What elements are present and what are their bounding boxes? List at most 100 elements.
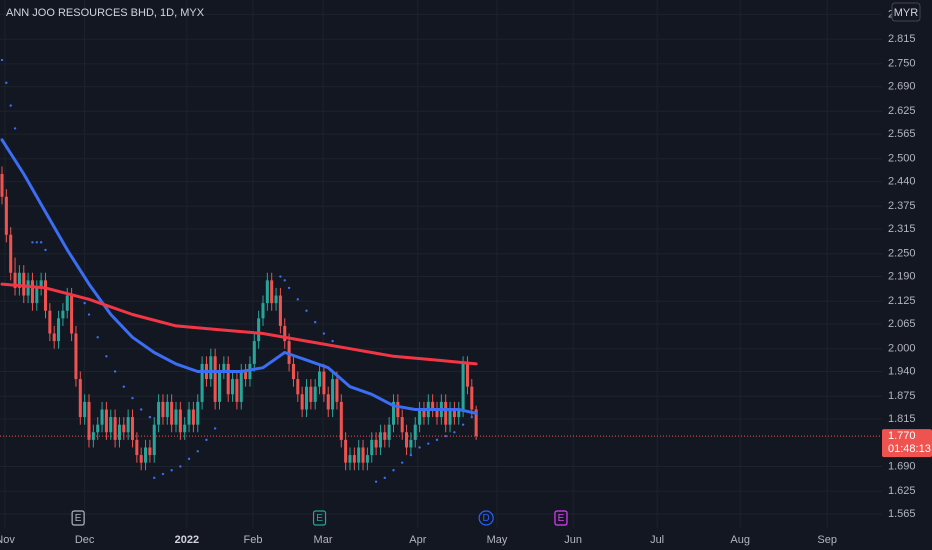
sar-dot — [87, 313, 91, 316]
candle-body — [30, 280, 34, 304]
y-tick-label: 1.625 — [888, 485, 916, 497]
candle-body — [213, 356, 217, 402]
candle-body — [418, 409, 422, 425]
sar-dot — [131, 396, 134, 400]
candle-body — [139, 455, 143, 463]
sar-dot — [31, 241, 34, 244]
sar-dot — [122, 385, 126, 388]
price-label: 1.770 — [888, 430, 916, 442]
candle-body — [126, 417, 130, 433]
candle-body — [104, 409, 108, 433]
candle-body — [391, 401, 396, 425]
candle-body — [422, 409, 426, 418]
sar-dot — [105, 355, 108, 358]
candle-body — [17, 272, 21, 288]
y-tick-label: 1.815 — [888, 413, 916, 425]
candle-body — [187, 409, 191, 425]
candle-body — [109, 417, 113, 433]
candle-body — [326, 394, 330, 410]
sar-dot — [44, 248, 47, 252]
x-tick-label: Mar — [314, 534, 333, 546]
price-label-box — [882, 429, 932, 458]
y-tick-label: 2.125 — [888, 295, 916, 307]
sar-dot — [331, 339, 334, 343]
candle-body — [130, 417, 135, 440]
candle-body — [270, 280, 274, 304]
currency-box — [891, 2, 921, 22]
candle-body — [370, 439, 374, 456]
x-tick-label: 2022 — [175, 534, 199, 546]
countdown: 01:48:13 — [888, 443, 931, 455]
candle-body — [26, 280, 30, 296]
candle-body — [252, 341, 256, 364]
candle-body — [178, 409, 182, 433]
sar-dot — [279, 275, 282, 278]
candle-body — [313, 386, 317, 402]
candle-body — [144, 447, 148, 463]
sar-dot — [170, 469, 173, 472]
candle-body — [244, 371, 248, 380]
candle-body — [22, 272, 26, 296]
sar-dot — [5, 81, 8, 85]
y-tick-label: 2.815 — [888, 33, 916, 45]
candle-body — [304, 386, 309, 410]
sar-dot — [435, 438, 439, 442]
candle-body — [413, 424, 417, 440]
sar-dot — [444, 434, 447, 438]
currency: MYR — [894, 7, 919, 19]
candle-body — [9, 234, 13, 273]
candle-body — [352, 455, 356, 463]
chart-title: ANN JOO RESOURCES BHD, 1D, MYX — [6, 7, 205, 19]
y-tick-label: 2.315 — [888, 223, 916, 235]
candle-body — [374, 439, 378, 448]
sar-dot — [213, 427, 217, 430]
candle-body — [183, 424, 187, 433]
candle-body — [78, 379, 82, 418]
sar-dot — [305, 309, 308, 312]
y-tick-label: 2.625 — [888, 105, 916, 117]
candle-body — [261, 303, 265, 319]
candle-body — [331, 379, 335, 410]
y-tick-label: 2.250 — [888, 248, 916, 260]
candle-body — [465, 363, 469, 387]
candle-body — [291, 363, 295, 380]
sar-dot — [140, 408, 143, 411]
candle-body — [309, 386, 313, 402]
candle-body — [13, 272, 17, 288]
sar-dot — [161, 472, 165, 476]
candle-body — [322, 371, 326, 395]
candle-body — [0, 173, 4, 197]
y-tick-label: 2.375 — [888, 200, 916, 212]
y-tick-label: 2.750 — [888, 58, 916, 70]
sar-dot — [374, 480, 378, 483]
candle-body — [361, 447, 365, 463]
event-marker — [71, 510, 85, 526]
sar-dot — [148, 415, 152, 419]
candle-body — [348, 455, 352, 463]
event-marker — [312, 510, 327, 526]
event-marker — [478, 510, 494, 526]
sar-dot — [0, 58, 4, 62]
candle-body — [357, 447, 361, 463]
sar-dot — [313, 320, 317, 324]
event-label: D — [483, 513, 490, 524]
event-label: E — [558, 513, 565, 524]
candle-body — [217, 371, 222, 402]
candle-body — [35, 287, 39, 304]
x-tick-label: Feb — [244, 534, 263, 546]
candle-body — [248, 363, 252, 380]
candle-body — [378, 432, 382, 448]
candle-body — [135, 439, 139, 456]
sar-dot — [196, 450, 199, 453]
candle-body — [200, 363, 204, 402]
sar-dot — [83, 301, 86, 305]
event-marker — [554, 510, 568, 526]
y-tick-label: 2.690 — [888, 81, 916, 93]
x-tick-label: Apr — [409, 534, 426, 546]
moving-average — [0, 282, 478, 366]
candle-body — [113, 417, 117, 440]
sar-dot — [427, 442, 430, 445]
